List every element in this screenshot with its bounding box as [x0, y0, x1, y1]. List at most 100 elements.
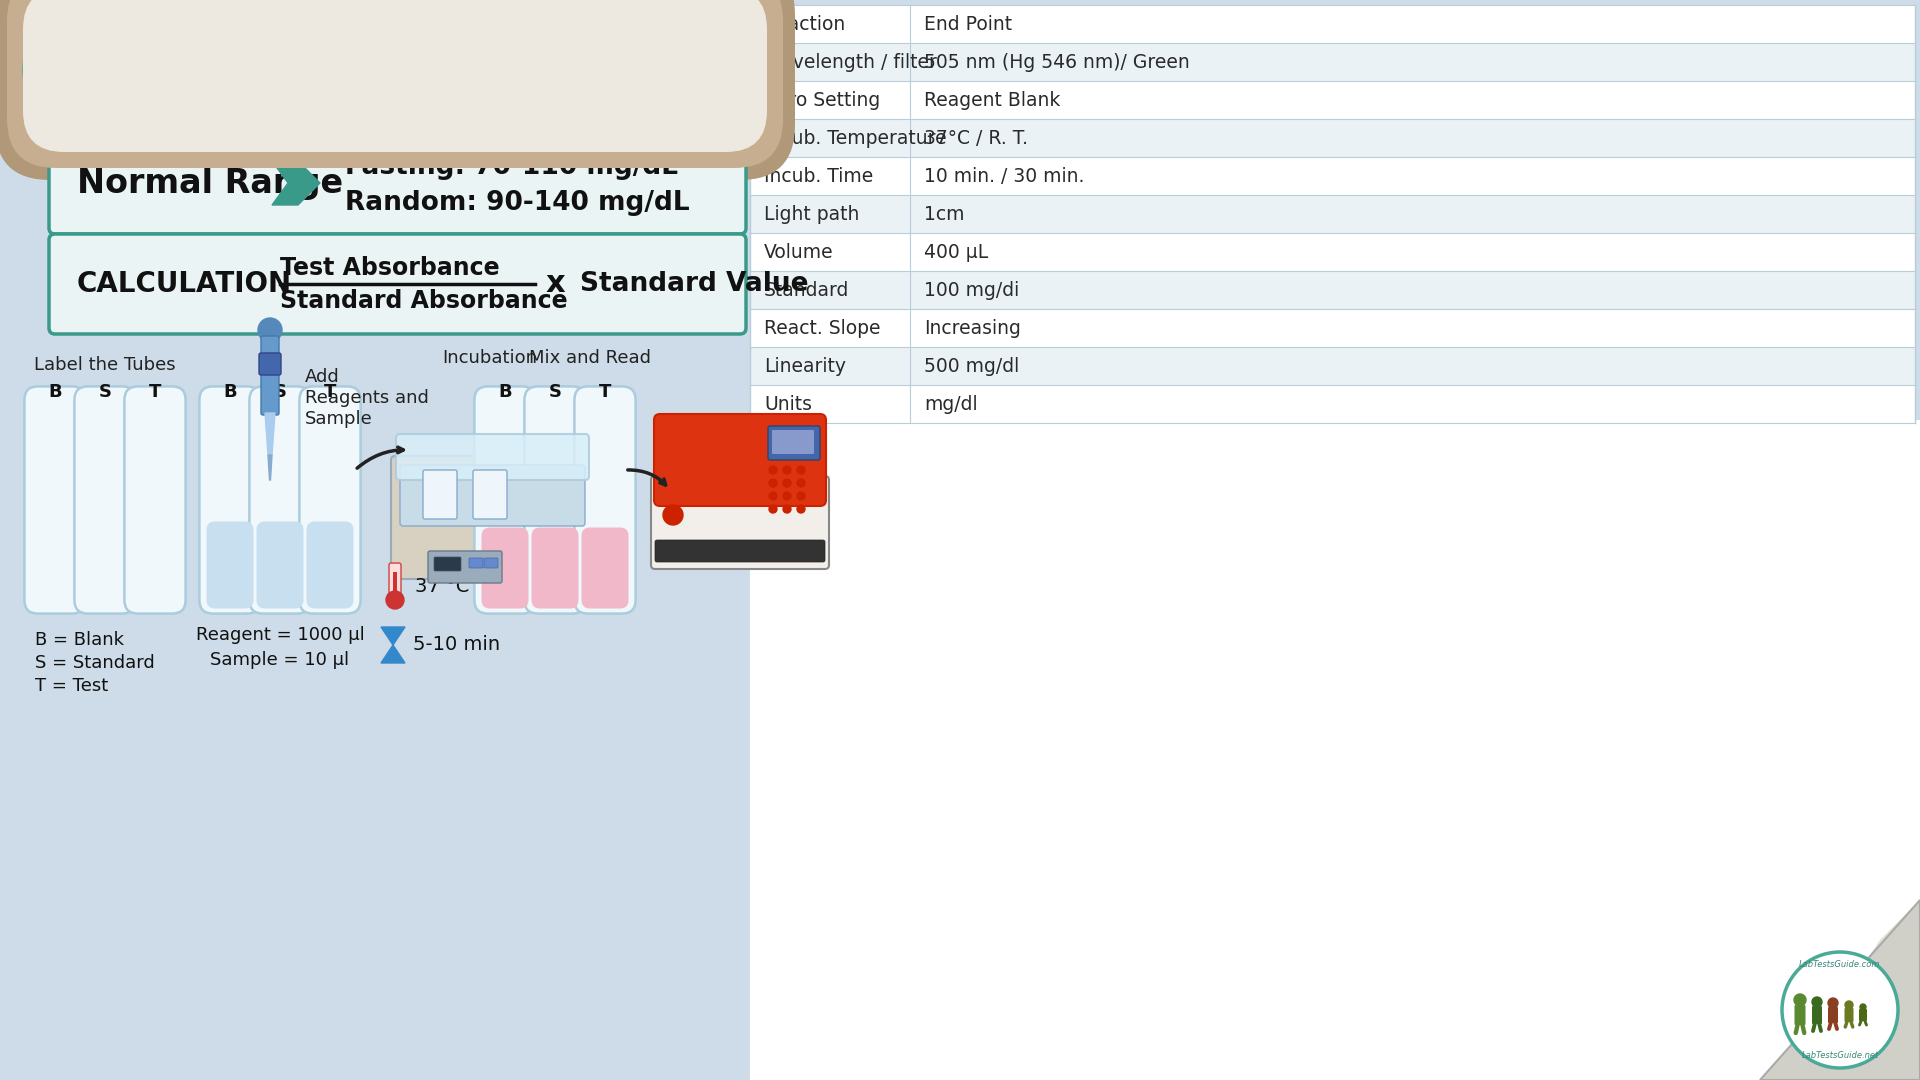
- Polygon shape: [265, 413, 275, 455]
- Polygon shape: [380, 645, 405, 663]
- Text: T = Test: T = Test: [35, 677, 108, 696]
- Text: Units: Units: [764, 394, 812, 414]
- FancyBboxPatch shape: [392, 456, 593, 579]
- Circle shape: [770, 505, 778, 513]
- FancyBboxPatch shape: [751, 384, 1914, 423]
- Circle shape: [797, 480, 804, 487]
- FancyBboxPatch shape: [25, 387, 86, 613]
- FancyBboxPatch shape: [472, 470, 507, 519]
- FancyBboxPatch shape: [200, 387, 261, 613]
- FancyBboxPatch shape: [751, 5, 1914, 43]
- FancyBboxPatch shape: [396, 434, 589, 480]
- Text: LabTestsGuide.net: LabTestsGuide.net: [1801, 1051, 1878, 1059]
- Polygon shape: [269, 455, 273, 480]
- Text: 10 min. / 30 min.: 10 min. / 30 min.: [924, 166, 1085, 186]
- Circle shape: [1793, 994, 1807, 1005]
- Text: Reagent Blank: Reagent Blank: [924, 91, 1060, 109]
- Text: Random: 90-140 mg/dL: Random: 90-140 mg/dL: [346, 190, 689, 216]
- Circle shape: [783, 480, 791, 487]
- Text: End Point: End Point: [924, 14, 1012, 33]
- Text: 400 μL: 400 μL: [924, 243, 989, 261]
- FancyBboxPatch shape: [300, 387, 361, 613]
- Text: Sample = 10 μl: Sample = 10 μl: [211, 651, 349, 669]
- FancyBboxPatch shape: [751, 81, 1914, 119]
- Text: Label the Tubes: Label the Tubes: [35, 356, 177, 374]
- FancyBboxPatch shape: [92, 66, 100, 80]
- FancyBboxPatch shape: [751, 347, 1914, 384]
- FancyBboxPatch shape: [104, 68, 111, 80]
- Polygon shape: [1761, 900, 1920, 1080]
- FancyBboxPatch shape: [524, 387, 586, 613]
- Circle shape: [797, 505, 804, 513]
- FancyBboxPatch shape: [751, 119, 1914, 157]
- Text: Add
Reagents and
Sample: Add Reagents and Sample: [305, 368, 428, 428]
- FancyBboxPatch shape: [484, 558, 497, 568]
- Ellipse shape: [630, 15, 739, 125]
- Ellipse shape: [61, 27, 148, 113]
- Text: Increasing: Increasing: [924, 319, 1021, 337]
- Text: S = Standard: S = Standard: [35, 654, 156, 672]
- FancyBboxPatch shape: [751, 309, 1914, 347]
- FancyBboxPatch shape: [655, 414, 826, 507]
- FancyBboxPatch shape: [582, 527, 628, 608]
- Text: Incub. Temperature: Incub. Temperature: [764, 129, 947, 148]
- Text: Fasting: 70-110 mg/dL: Fasting: 70-110 mg/dL: [346, 153, 678, 179]
- FancyBboxPatch shape: [390, 563, 401, 602]
- Circle shape: [783, 492, 791, 500]
- Circle shape: [1845, 1001, 1853, 1009]
- Text: Linearity: Linearity: [764, 356, 847, 376]
- Circle shape: [770, 492, 778, 500]
- FancyBboxPatch shape: [422, 470, 457, 519]
- Text: 505 nm (Hg 546 nm)/ Green: 505 nm (Hg 546 nm)/ Green: [924, 53, 1190, 71]
- FancyBboxPatch shape: [655, 540, 826, 562]
- Circle shape: [79, 54, 88, 65]
- Text: LabTestsGuide.com: LabTestsGuide.com: [1799, 960, 1882, 969]
- Circle shape: [63, 49, 77, 60]
- Ellipse shape: [636, 21, 735, 120]
- FancyBboxPatch shape: [106, 33, 685, 107]
- Polygon shape: [1761, 900, 1920, 1080]
- Circle shape: [783, 465, 791, 474]
- FancyBboxPatch shape: [1845, 1008, 1853, 1022]
- Text: Light path: Light path: [764, 204, 860, 224]
- Text: Volume: Volume: [764, 243, 833, 261]
- Text: LabTestsGuide.com: LabTestsGuide.com: [38, 19, 127, 28]
- FancyBboxPatch shape: [307, 522, 353, 608]
- Circle shape: [783, 505, 791, 513]
- Text: Standard: Standard: [764, 281, 849, 299]
- Text: 5-10 min: 5-10 min: [413, 635, 499, 654]
- FancyBboxPatch shape: [428, 551, 501, 583]
- Text: LabTestsGuide.net: LabTestsGuide.net: [40, 112, 123, 121]
- FancyBboxPatch shape: [50, 56, 61, 80]
- Text: Wavelength / filter: Wavelength / filter: [764, 53, 937, 71]
- FancyBboxPatch shape: [207, 522, 253, 608]
- FancyBboxPatch shape: [106, 15, 685, 125]
- FancyBboxPatch shape: [1828, 1007, 1837, 1023]
- Text: Sugar Test Method: Sugar Test Method: [127, 43, 714, 97]
- Circle shape: [1782, 951, 1899, 1068]
- Text: Mix and Read: Mix and Read: [530, 349, 651, 367]
- FancyBboxPatch shape: [474, 387, 536, 613]
- Ellipse shape: [641, 27, 728, 113]
- Text: S: S: [273, 383, 286, 401]
- FancyBboxPatch shape: [574, 387, 636, 613]
- Ellipse shape: [67, 33, 142, 107]
- Text: Normal Range: Normal Range: [77, 166, 344, 200]
- Text: 37°C / R. T.: 37°C / R. T.: [924, 129, 1027, 148]
- FancyBboxPatch shape: [532, 527, 578, 608]
- Text: Test Absorbance: Test Absorbance: [280, 256, 499, 280]
- Text: B: B: [223, 383, 236, 401]
- Circle shape: [1860, 1004, 1866, 1010]
- Circle shape: [1812, 997, 1822, 1007]
- Circle shape: [662, 505, 684, 525]
- FancyBboxPatch shape: [751, 157, 1914, 195]
- Text: x: x: [545, 270, 564, 298]
- FancyBboxPatch shape: [651, 476, 829, 569]
- FancyBboxPatch shape: [772, 430, 814, 454]
- FancyBboxPatch shape: [751, 233, 1914, 271]
- Text: S: S: [98, 383, 111, 401]
- Text: S: S: [549, 383, 561, 401]
- Text: React. Slope: React. Slope: [764, 319, 881, 337]
- Text: Reaction: Reaction: [764, 14, 845, 33]
- Text: B: B: [497, 383, 513, 401]
